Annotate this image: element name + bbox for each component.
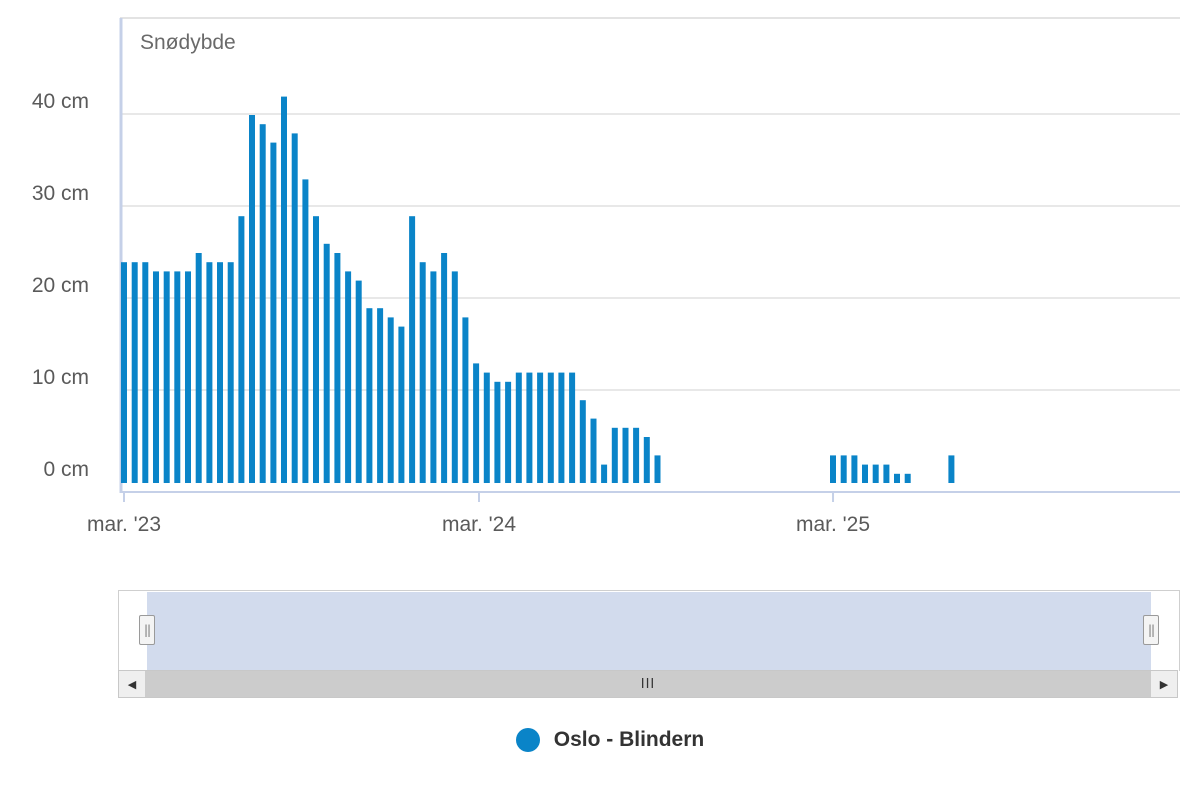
bar — [851, 455, 858, 483]
arrow-left-icon: ◀ — [127, 677, 137, 691]
legend-marker-icon — [515, 728, 540, 752]
bar — [270, 142, 277, 483]
bar — [654, 455, 661, 483]
bar — [948, 455, 955, 483]
handle-grip-icon: || — [143, 623, 151, 637]
bar — [537, 372, 544, 483]
bar — [590, 418, 597, 483]
chart-title: Snødybde — [140, 31, 236, 54]
bar — [163, 271, 170, 483]
y-tick-label: 30 cm — [32, 182, 89, 205]
bar — [387, 317, 394, 483]
bar — [409, 216, 416, 483]
scrollbar-grip-icon: III — [640, 676, 656, 692]
y-tick-label: 20 cm — [32, 274, 89, 297]
bar — [291, 133, 298, 483]
bar — [862, 464, 868, 483]
chart-legend: Oslo - Blindern — [0, 728, 1200, 752]
bar — [569, 372, 576, 483]
bar — [217, 262, 223, 483]
legend-item-oslo-blindern[interactable]: Oslo - Blindern — [515, 728, 705, 752]
bar — [894, 473, 900, 483]
bar — [419, 262, 426, 483]
scroll-right-button[interactable]: ▶ — [1151, 671, 1177, 697]
bar — [904, 473, 911, 483]
navigator-track[interactable]: || || — [118, 590, 1180, 671]
x-tick-label: mar. '24 — [442, 513, 516, 536]
bar — [334, 253, 341, 483]
range-navigator[interactable]: || || ◀ III ▶ — [118, 590, 1180, 700]
bar — [883, 464, 890, 483]
bar — [526, 372, 533, 483]
bar — [366, 308, 373, 483]
bar — [473, 363, 480, 483]
bar — [153, 271, 159, 483]
bar — [840, 455, 847, 483]
bar — [313, 216, 319, 483]
bar — [185, 271, 191, 483]
scroll-left-button[interactable]: ◀ — [119, 671, 145, 697]
x-tick-label: mar. '25 — [796, 513, 870, 536]
bar — [830, 455, 836, 483]
bar — [872, 464, 879, 483]
bar — [462, 317, 469, 483]
x-tick-label: mar. '23 — [87, 513, 161, 536]
bar — [558, 372, 565, 483]
handle-grip-icon: || — [1147, 623, 1155, 637]
bar — [345, 271, 352, 483]
bar — [195, 253, 202, 483]
bar — [643, 437, 650, 483]
bar — [142, 262, 149, 483]
navigator-scrollbar[interactable]: ◀ III ▶ — [118, 670, 1178, 698]
bar — [121, 262, 127, 483]
navigator-right-handle[interactable]: || — [1143, 615, 1159, 645]
bar — [377, 308, 384, 483]
bar — [355, 280, 362, 483]
y-tick-label: 10 cm — [32, 366, 89, 389]
bar — [633, 427, 640, 483]
bar — [494, 381, 501, 483]
bar — [206, 262, 213, 483]
bar — [302, 179, 309, 483]
legend-label: Oslo - Blindern — [553, 728, 705, 751]
bar — [451, 271, 458, 483]
bar — [174, 271, 181, 483]
y-tick-label: 40 cm — [32, 90, 89, 113]
bar — [515, 372, 522, 483]
navigator-selected-range[interactable] — [147, 592, 1151, 671]
bar — [430, 271, 437, 483]
scrollbar-thumb[interactable]: III — [145, 671, 1151, 697]
bar — [505, 381, 512, 483]
bar — [398, 326, 405, 483]
bar — [579, 400, 586, 483]
bar — [601, 464, 608, 483]
navigator-left-handle[interactable]: || — [139, 615, 155, 645]
bar — [323, 243, 330, 483]
bar — [547, 372, 554, 483]
y-tick-label: 0 cm — [43, 458, 89, 481]
arrow-right-icon: ▶ — [1159, 677, 1169, 691]
bar — [131, 262, 138, 483]
bar — [483, 372, 490, 483]
bar — [249, 115, 255, 483]
bar — [622, 427, 629, 483]
bar — [227, 262, 234, 483]
bar — [611, 427, 618, 483]
bar — [259, 124, 266, 483]
bar — [281, 96, 287, 483]
bar — [441, 253, 448, 483]
bar — [238, 216, 245, 483]
snow-depth-chart: 0 cm 10 cm 20 cm 30 cm 40 cm mar. '23 mar. '24… — [32, 17, 1180, 536]
